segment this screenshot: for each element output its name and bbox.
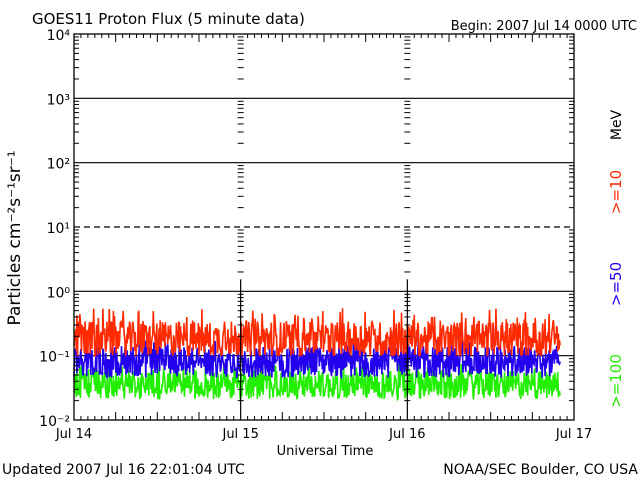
y-tick-label: 10⁻² <box>39 414 70 430</box>
begin-label: Begin: 2007 Jul 14 0000 UTC <box>451 19 637 34</box>
y-tick-label: 10² <box>47 157 70 173</box>
y-tick-label: 10¹ <box>47 221 70 237</box>
legend-series-label: >=10 <box>607 170 625 214</box>
series-layer <box>73 308 561 402</box>
updated-label: Updated 2007 Jul 16 22:01:04 UTC <box>2 462 245 478</box>
plot-frame <box>73 33 575 421</box>
x-tick-labels: Jul 14 Jul 15 Jul 16 Jul 17 <box>55 427 592 442</box>
grid-layer <box>74 97 574 357</box>
legend-series-label: >=50 <box>607 262 625 306</box>
x-tick-label: Jul 15 <box>221 427 258 442</box>
source-label: NOAA/SEC Boulder, CO USA <box>443 462 638 478</box>
legend-unit-label: MeV <box>609 109 625 140</box>
legend-series-label: >=100 <box>607 354 625 408</box>
y-tick-label: 10⁴ <box>47 28 71 44</box>
y-tick-label: 10³ <box>47 92 70 108</box>
x-tick-label: Jul 17 <box>555 427 592 442</box>
y-axis-label: Particles cm⁻²s⁻¹sr⁻¹ <box>5 150 25 325</box>
x-tick-label: Jul 14 <box>55 427 92 442</box>
y-tick-labels: 10⁻² 10⁻¹ 10⁰ 10¹ 10² 10³ 10⁴ <box>39 28 70 430</box>
x-tick-label: Jul 16 <box>388 427 425 442</box>
x-axis-label: Universal Time <box>277 444 374 459</box>
series-legend: >=10 >=50 >=100 MeV <box>607 109 625 407</box>
series-line <box>73 362 561 402</box>
series-line <box>73 339 561 380</box>
chart-title: GOES11 Proton Flux (5 minute data) <box>32 10 305 28</box>
y-tick-label: 10⁻¹ <box>39 350 70 366</box>
frame-layer <box>73 33 575 421</box>
y-tick-label: 10⁰ <box>47 285 71 301</box>
series-line <box>73 308 561 357</box>
